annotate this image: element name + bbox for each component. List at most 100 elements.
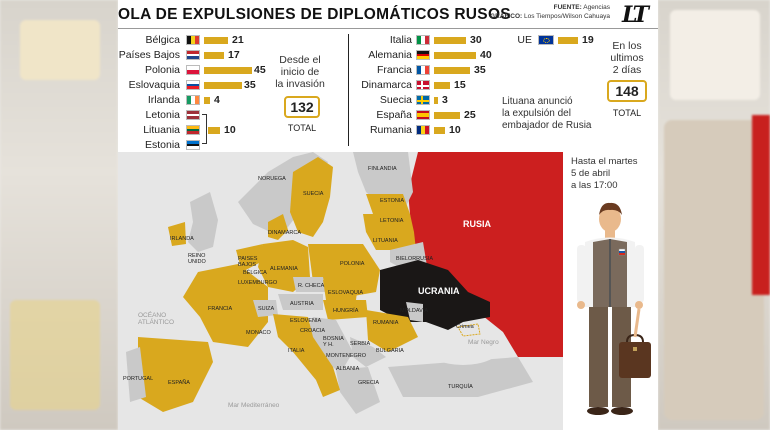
left-total-caption: TOTAL (287, 123, 317, 133)
newspaper-logo: LT (621, 2, 649, 28)
value-label: 30 (470, 34, 482, 46)
value-bar (204, 52, 224, 59)
diplomat-neck (605, 230, 615, 238)
map-label-denmark: DINAMARCA (268, 230, 301, 236)
date-caption-line: 5 de abril (571, 168, 611, 179)
map-label-sweden: SUECIA (303, 191, 324, 197)
stat-label-line: la invasión (275, 78, 325, 90)
map-label-switzerland: SUIZA (258, 306, 275, 312)
stat-label-line: Desde el (279, 54, 321, 66)
estonia-shape (366, 194, 410, 214)
diplomat-illustration (577, 202, 651, 415)
country-name: UE (517, 34, 532, 46)
infographic-card: OLA DE EXPULSIONES DE DIPLOMÁTICOS RUSOS… (118, 0, 658, 430)
value-bar (434, 127, 445, 134)
turkey-shape (388, 357, 533, 397)
denmark-flag-icon (416, 80, 430, 90)
balkans-shape (306, 317, 353, 374)
grafico-value: Los Tiempos/Wilson Cahuaya (524, 12, 610, 20)
map-label-mediterranean: Mar Mediterráneo (228, 402, 280, 409)
romania-flag-icon (416, 125, 430, 135)
list-item: Letonia (118, 109, 288, 121)
note-line: la expulsión del (502, 108, 571, 119)
country-name: Estonia (144, 139, 180, 151)
background-right-blur (658, 0, 770, 430)
list-item: Dinamarca 15 (354, 79, 504, 91)
country-name: Irlanda (147, 94, 180, 106)
map-label-serbia: SERBIA (350, 341, 371, 347)
hungary-shape (323, 300, 368, 320)
country-name: Francia (376, 64, 412, 76)
background-blob (752, 115, 770, 295)
value-label: 45 (254, 64, 266, 76)
map-label-moldova: MOLDAVIA (400, 308, 428, 314)
list-item: España 25 (354, 109, 504, 121)
value-label: 10 (224, 124, 236, 136)
value-bar (434, 82, 450, 89)
country-name: Suecia (379, 94, 412, 106)
diplomat-vest-seam (609, 239, 611, 307)
value-label: 35 (474, 64, 486, 76)
list-item: Irlanda 4 (118, 94, 288, 106)
sweden-shape (290, 157, 333, 237)
header: OLA DE EXPULSIONES DE DIPLOMÁTICOS RUSOS… (118, 0, 658, 30)
left-total-value: 132 (284, 96, 320, 118)
map-label-latvia: LETONIA (380, 218, 404, 224)
diplomat-panel: Hasta el martes 5 de abril a las 17:00 (563, 152, 658, 430)
list-item: Rumania 10 (354, 124, 504, 136)
value-bar (434, 52, 476, 59)
map-label-slovakia: ESLOVAQUIA (328, 290, 363, 296)
estonia-flag-icon (186, 140, 200, 150)
map-label-luxembourg: LUXEMBURGO (238, 280, 278, 286)
netherlands-flag-icon (186, 50, 200, 60)
value-label: 4 (214, 94, 220, 106)
background-blob (664, 120, 764, 420)
note-line: Lituana anunció (502, 96, 573, 107)
denmark-shape (268, 214, 288, 240)
belgium-flag-icon (186, 35, 200, 45)
country-name: Letonia (145, 109, 180, 121)
credits: FUENTE: Agencias GRÁFICO: Los Tiempos/Wi… (490, 4, 610, 21)
background-blob (10, 300, 100, 410)
background-blob (20, 20, 100, 80)
diplomat-hair (599, 202, 622, 215)
background-blob (670, 10, 760, 100)
italy-flag-icon (416, 35, 430, 45)
map-label-monaco: MONACO (246, 330, 271, 336)
map-label-france: FRANCIA (208, 306, 232, 312)
map-label-croatia: CROACIA (300, 328, 325, 334)
value-label: 21 (232, 34, 244, 46)
map-label-ireland: IRLANDA (170, 236, 194, 242)
list-item: Bélgica 21 (118, 34, 288, 46)
slovakia-shape (323, 280, 358, 300)
lithuania-shape (366, 232, 416, 250)
country-name: Alemania (368, 49, 412, 61)
right-stat-label: En los ultimos 2 días (602, 40, 652, 76)
value-bar (204, 82, 242, 89)
map-label-finland: FINLANDIA (368, 166, 397, 172)
france-flag-icon (416, 65, 430, 75)
ukraine-shape (380, 260, 490, 330)
map-label-belgium: BÉLGICA (243, 269, 267, 276)
map-label-montenegro: MONTENEGRO (326, 353, 367, 359)
map-label-germany: ALEMANIA (270, 266, 298, 272)
map-label-uk: REINO UNIDO (188, 253, 206, 265)
left-stat-label: Desde el inicio de la invasión (270, 54, 330, 90)
moldova-shape (406, 302, 423, 322)
value-label: 15 (454, 79, 466, 91)
pin-stripe (619, 253, 625, 255)
diplomat-shoe (611, 407, 633, 415)
map-label-portugal: PORTUGAL (123, 376, 153, 382)
map-label-poland: POLONIA (340, 261, 365, 267)
diplomat-arm-right (635, 245, 644, 303)
diplomat-arm-left (577, 245, 586, 303)
value-label: 17 (228, 49, 240, 61)
germany-flag-icon (416, 50, 430, 60)
lithuania-flag-icon (186, 125, 200, 135)
value-label: 40 (480, 49, 492, 61)
black-sea-shape (425, 329, 501, 365)
diplomat-wrist (633, 308, 641, 338)
map-label-turkey: TURQUÍA (448, 383, 473, 390)
ireland-shape (168, 222, 186, 246)
map-label-netherlands: PAISES BAJOS (238, 256, 258, 268)
